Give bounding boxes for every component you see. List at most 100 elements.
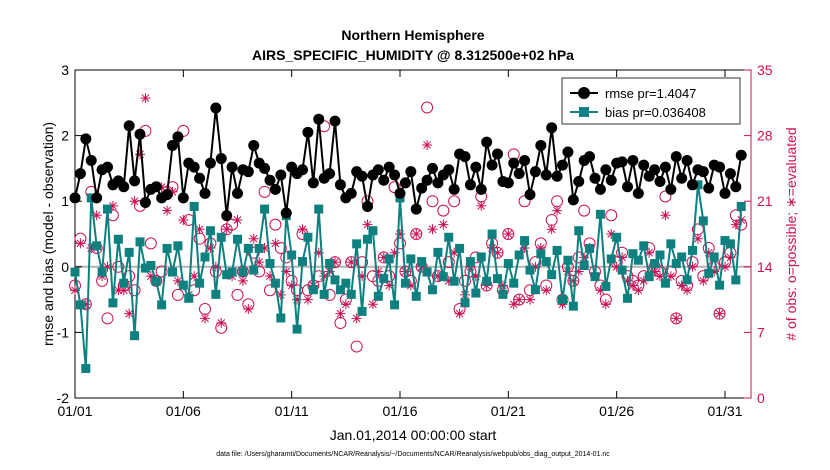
bias-marker bbox=[189, 201, 199, 211]
rmse-marker bbox=[535, 139, 547, 151]
bias-marker bbox=[216, 232, 226, 242]
bias-marker bbox=[406, 254, 416, 264]
bias-marker bbox=[428, 285, 437, 295]
rmse-marker bbox=[280, 207, 292, 219]
rmse-marker bbox=[600, 164, 612, 176]
bias-marker bbox=[260, 204, 270, 214]
bias-marker bbox=[536, 249, 546, 259]
bias-marker bbox=[438, 272, 448, 282]
y-left-tick-label: 0 bbox=[61, 259, 69, 275]
rmse-marker bbox=[334, 179, 346, 191]
rmse-marker bbox=[584, 151, 596, 163]
rmse-marker bbox=[264, 174, 276, 186]
bias-marker bbox=[384, 254, 394, 264]
evaluated-obs-marker bbox=[270, 238, 281, 249]
rmse-marker bbox=[508, 157, 520, 169]
evaluated-obs-marker bbox=[286, 280, 297, 291]
bias-marker bbox=[140, 263, 150, 273]
bias-marker bbox=[520, 236, 530, 246]
bias-marker bbox=[433, 247, 443, 257]
evaluated-obs-marker bbox=[243, 303, 254, 314]
rmse-marker bbox=[687, 179, 698, 191]
bias-marker bbox=[422, 267, 432, 277]
possible-obs-marker bbox=[171, 288, 184, 301]
evaluated-obs-marker bbox=[80, 299, 91, 310]
bias-marker bbox=[135, 237, 145, 247]
rmse-marker bbox=[622, 181, 633, 193]
evaluated-obs-marker bbox=[508, 299, 519, 310]
bias-marker bbox=[601, 281, 611, 291]
evaluated-obs-marker bbox=[118, 285, 129, 296]
bias-marker bbox=[254, 243, 264, 253]
evaluated-obs-marker bbox=[384, 280, 395, 291]
bias-marker bbox=[265, 259, 275, 269]
y-left-tick-label: 3 bbox=[61, 62, 69, 78]
evaluated-obs-marker bbox=[535, 243, 546, 254]
possible-obs-marker bbox=[578, 204, 591, 217]
rmse-marker bbox=[313, 113, 325, 125]
evaluated-obs-marker bbox=[200, 313, 210, 324]
bias-marker bbox=[715, 280, 725, 290]
bias-marker bbox=[736, 201, 746, 211]
evaluated-obs-marker bbox=[167, 186, 178, 197]
bias-marker bbox=[606, 254, 616, 264]
rmse-marker bbox=[324, 168, 336, 180]
possible-obs-marker bbox=[670, 312, 683, 325]
rmse-marker bbox=[356, 170, 368, 182]
bias-marker bbox=[465, 257, 475, 267]
possible-obs-marker bbox=[128, 284, 141, 297]
bias-marker bbox=[449, 276, 459, 286]
possible-obs-marker bbox=[112, 260, 125, 273]
bias-marker bbox=[698, 216, 708, 226]
bias-marker bbox=[471, 288, 481, 298]
rmse-marker bbox=[232, 187, 243, 199]
rmse-marker bbox=[242, 166, 254, 178]
rmse-marker bbox=[524, 189, 536, 201]
evaluated-obs-marker bbox=[373, 266, 384, 277]
bias-marker bbox=[628, 249, 638, 259]
bias-marker bbox=[460, 298, 470, 308]
rmse-marker bbox=[557, 159, 568, 171]
evaluated-obs-marker bbox=[302, 294, 313, 305]
evaluated-obs-marker bbox=[172, 275, 183, 286]
bias-marker bbox=[509, 278, 519, 288]
rmse-marker bbox=[676, 172, 688, 184]
bias-marker bbox=[666, 239, 676, 249]
rmse-marker bbox=[177, 192, 189, 204]
evaluated-obs-marker bbox=[422, 139, 433, 150]
rmse-marker bbox=[502, 177, 514, 189]
evaluated-obs-marker bbox=[292, 294, 303, 305]
bias-marker bbox=[124, 247, 134, 257]
rmse-marker bbox=[139, 197, 151, 209]
evaluated-obs-marker bbox=[205, 243, 216, 254]
rmse-marker bbox=[540, 169, 552, 181]
evaluated-obs-marker bbox=[75, 238, 86, 249]
bias-marker bbox=[238, 267, 248, 277]
rmse-marker bbox=[492, 148, 503, 160]
evaluated-obs-marker bbox=[449, 247, 460, 258]
evaluated-obs-marker bbox=[438, 219, 449, 230]
bias-line bbox=[74, 184, 743, 369]
bias-marker bbox=[720, 236, 730, 246]
legend-bias-label: bias pr=0.036408 bbox=[605, 105, 706, 120]
evaluated-obs-marker bbox=[411, 229, 422, 239]
rmse-marker bbox=[594, 183, 606, 195]
evaluated-obs-marker bbox=[579, 252, 590, 263]
evaluated-obs-marker bbox=[687, 261, 698, 272]
y-left-axis: -2 -1 0 1 2 3 bbox=[57, 62, 82, 406]
evaluated-obs-marker bbox=[145, 271, 156, 282]
y-right-tick-label: 21 bbox=[757, 193, 773, 209]
evaluated-obs-marker bbox=[335, 308, 346, 319]
evaluated-obs-marker bbox=[124, 308, 135, 319]
rmse-line bbox=[74, 107, 743, 216]
x-tick-label: 01/16 bbox=[382, 403, 417, 419]
rmse-marker bbox=[215, 153, 227, 165]
rmse-marker bbox=[221, 210, 233, 222]
evaluated-obs-marker bbox=[216, 318, 227, 329]
y-right-tick-label: 7 bbox=[757, 324, 765, 340]
rmse-marker bbox=[302, 126, 314, 138]
rmse-marker bbox=[188, 161, 200, 173]
evaluated-obs-marker bbox=[194, 224, 205, 235]
evaluated-obs-marker bbox=[248, 233, 259, 244]
evaluated-obs-marker bbox=[254, 257, 265, 268]
